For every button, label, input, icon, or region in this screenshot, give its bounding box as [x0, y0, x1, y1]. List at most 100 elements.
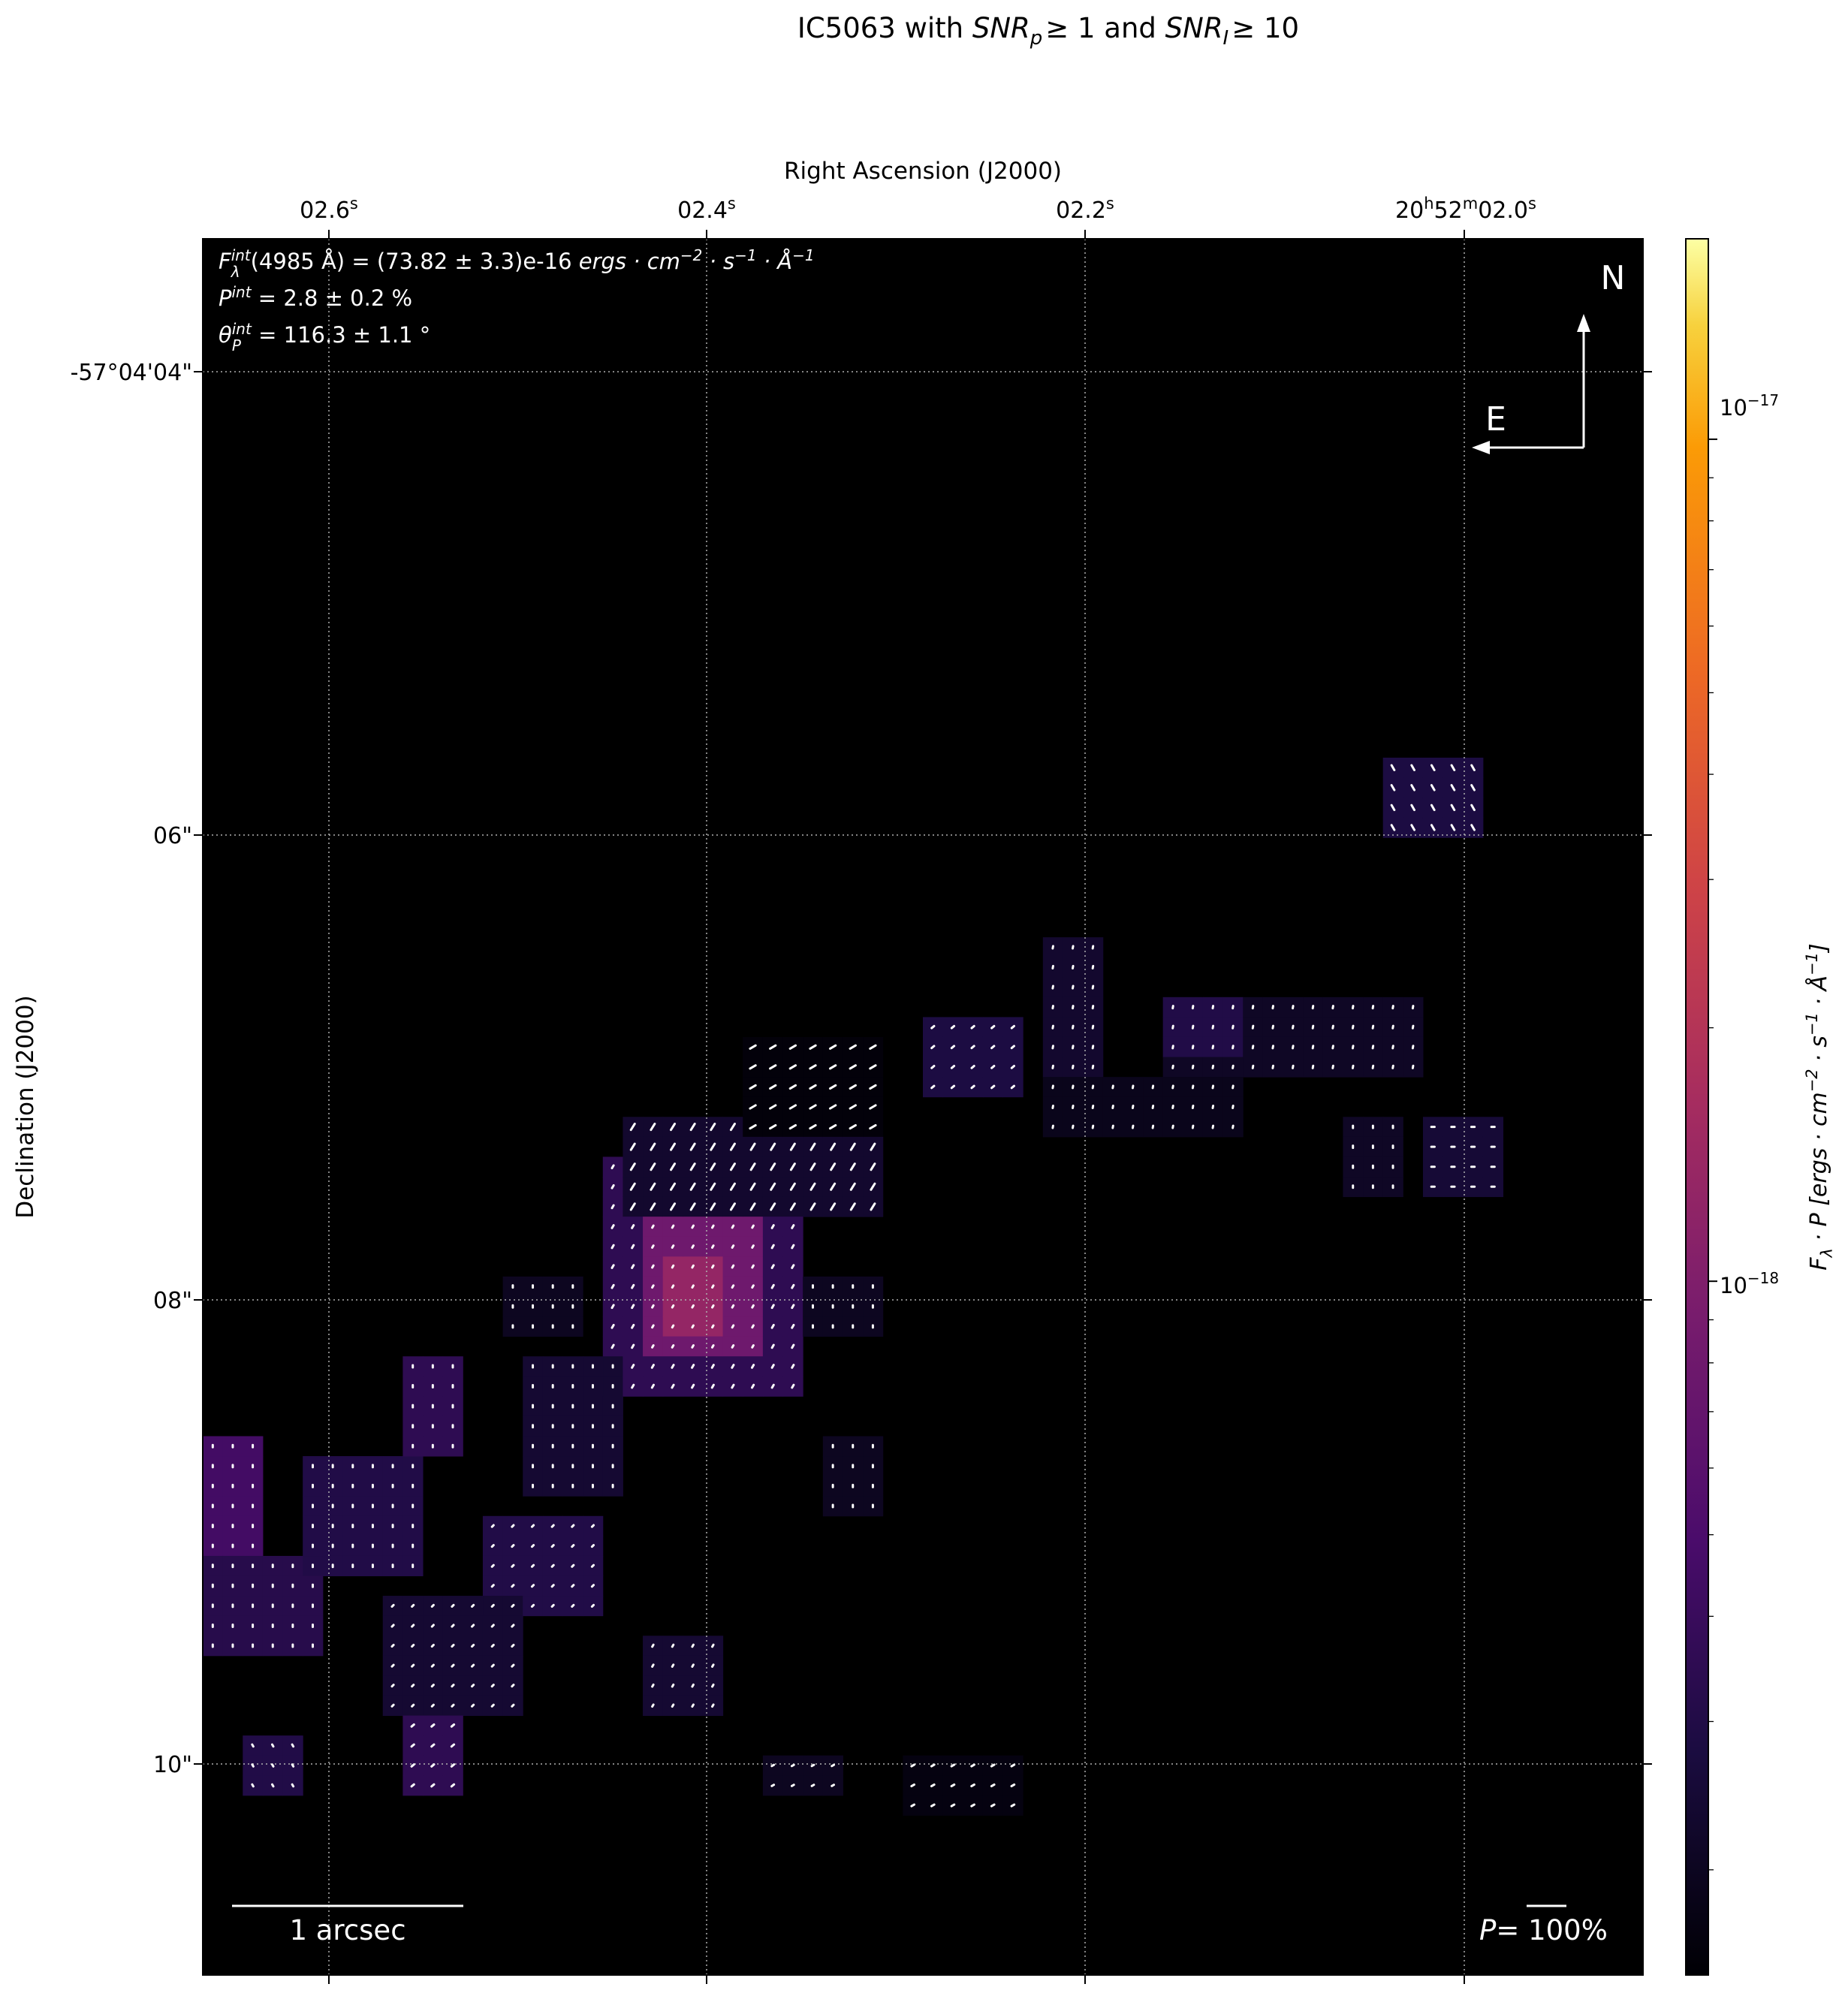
polarization-vector	[490, 1703, 495, 1708]
polarization-vector	[651, 1663, 655, 1668]
polarization-vector	[749, 1202, 756, 1211]
polarization-vector	[610, 1264, 615, 1269]
polarization-vector	[731, 1344, 735, 1349]
polarization-vector	[691, 1383, 695, 1389]
polarization-vector	[751, 1324, 755, 1329]
polarization-vector	[810, 1783, 815, 1787]
polarization-vector	[830, 1162, 837, 1171]
polarization-vector	[610, 1224, 615, 1229]
polarization-vector	[749, 1084, 757, 1090]
polarization-vector	[430, 1763, 436, 1768]
polarization-vector	[791, 1323, 795, 1329]
polarization-vector	[1470, 764, 1476, 771]
polarization-vector	[828, 1084, 837, 1090]
polarization-vector	[651, 1344, 655, 1349]
polarization-vector	[669, 1142, 677, 1151]
polarization-vector	[671, 1344, 675, 1349]
polarization-vector	[711, 1683, 715, 1688]
polarization-vector	[1171, 1105, 1174, 1109]
polarization-vector	[671, 1703, 675, 1708]
polarization-vector	[471, 1624, 475, 1628]
polarization-vector	[1470, 824, 1476, 831]
polarization-vector	[1411, 1024, 1415, 1030]
polarization-vector	[671, 1324, 675, 1329]
polarization-vector	[511, 1663, 515, 1668]
polarization-vector	[990, 1084, 996, 1090]
polarization-vector	[1391, 1064, 1394, 1069]
polarization-vector	[1191, 1124, 1195, 1129]
polarization-vector	[1191, 1005, 1195, 1010]
polarization-vector	[710, 1364, 715, 1369]
polarization-vector	[849, 1104, 857, 1110]
polarization-vector	[751, 1224, 755, 1229]
polarization-vector	[430, 1703, 435, 1708]
polarization-vector	[1010, 1024, 1015, 1030]
polarization-vector	[270, 1763, 275, 1768]
polarization-vector	[691, 1284, 695, 1289]
polarization-vector	[651, 1324, 655, 1329]
polarization-vector	[251, 1783, 255, 1788]
polarization-vector	[590, 1544, 595, 1548]
polarization-vector	[791, 1304, 795, 1310]
polarization-vector	[1430, 824, 1436, 831]
polarization-vector	[511, 1544, 515, 1548]
polarization-vector	[1111, 1084, 1114, 1090]
polarization-vector	[1072, 1084, 1075, 1090]
polarization-vector	[430, 1663, 435, 1668]
polarization-vector	[490, 1563, 495, 1568]
polarization-vector	[791, 1383, 795, 1389]
east-arrowhead-icon	[1472, 441, 1490, 454]
polarization-vector	[1410, 764, 1416, 771]
polarization-vector	[251, 1763, 255, 1768]
polarization-vector	[970, 1064, 975, 1069]
polarization-vector	[950, 1783, 956, 1788]
chart-title: IC5063 with SNRp ≥ 1 and SNRI ≥ 10	[797, 12, 1299, 50]
polarization-vector	[789, 1162, 796, 1171]
polarization-vector	[651, 1683, 655, 1688]
polarization-vector	[990, 1024, 996, 1030]
polarization-vector	[770, 1162, 776, 1171]
polarization-vector	[1450, 764, 1456, 771]
polarization-vector	[669, 1182, 677, 1191]
polarization-vector	[809, 1182, 816, 1191]
polarization-vector	[788, 1123, 797, 1130]
polarization-vector	[788, 1104, 797, 1110]
polarization-vector	[731, 1264, 735, 1269]
polarization-vector	[651, 1304, 655, 1309]
grid-lines	[194, 230, 1652, 1984]
polarization-vector	[869, 1123, 877, 1130]
polarization-vector	[390, 1663, 395, 1668]
integrated-polarization-text: Pint = 2.8 ± 0.2 %	[219, 283, 412, 311]
polarization-vector	[869, 1064, 877, 1070]
polarization-vector	[390, 1643, 395, 1648]
polarization-vector	[729, 1162, 736, 1171]
polarization-vector	[831, 1763, 836, 1768]
polarization-vector	[471, 1663, 475, 1668]
polarization-vector	[291, 1783, 295, 1788]
polarization-vector	[769, 1044, 777, 1050]
polarization-vector	[710, 1182, 716, 1191]
polarization-vector	[869, 1044, 877, 1050]
polarization-vector	[471, 1684, 475, 1688]
polarization-vector	[650, 1364, 655, 1369]
polarization-vector	[828, 1064, 837, 1070]
polarization-vector	[731, 1244, 735, 1249]
polarization-vector	[1051, 945, 1054, 950]
polarization-vector	[650, 1182, 656, 1191]
polarization-vector	[950, 1803, 956, 1808]
polarization-vector	[791, 1283, 795, 1289]
polarization-vector	[769, 1084, 777, 1090]
polarization-vector	[1171, 1124, 1174, 1129]
polarization-vector	[790, 1783, 795, 1787]
polarization-vector	[950, 1024, 956, 1030]
polarization-vector	[1430, 804, 1436, 812]
polarization-vector	[411, 1624, 415, 1628]
polarization-vector	[830, 1182, 837, 1191]
polarization-vector	[809, 1064, 817, 1070]
polarization-vector	[770, 1264, 775, 1269]
polarization-vector	[471, 1703, 475, 1708]
polarization-vector	[1351, 1064, 1355, 1069]
polarization-vector	[930, 1045, 936, 1050]
polarization-vector	[650, 1142, 656, 1151]
polarization-vector	[410, 1763, 415, 1768]
